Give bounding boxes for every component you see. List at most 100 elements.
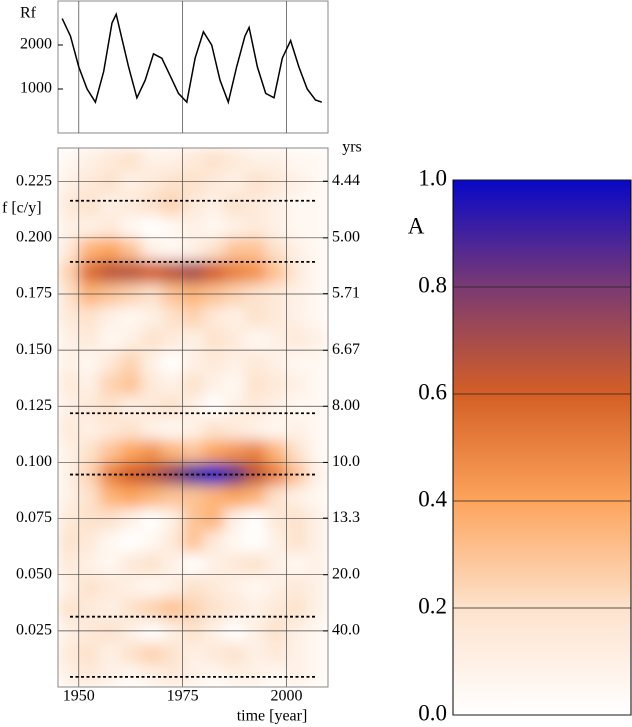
heat-cell [244,305,267,329]
heat-cell [224,215,246,239]
heat-cell [203,597,225,621]
heat-cell [286,417,308,441]
plot-frame [57,147,329,688]
heat-cell [265,417,287,441]
heat-cell [203,148,225,171]
heat-cell [120,260,142,284]
heat-cell [78,484,101,508]
heat-cell [141,350,163,374]
heat-cell [224,484,246,508]
heat-cell [265,484,287,508]
heat-cell [120,350,142,374]
heat-cell [244,237,267,261]
heat-cell [99,417,121,441]
heat-cell [286,372,308,396]
heat-cell [307,597,328,621]
heat-cell [78,529,101,553]
heat-cell [265,642,287,666]
x-tick-label: 1975 [167,688,199,705]
y-tick-label: 0.125 [16,397,52,414]
heat-cell [78,597,101,621]
colorbar [452,179,632,716]
heat-cell [78,439,101,463]
heat-cell [141,597,163,621]
heat-cell [120,552,142,576]
heat-cell [286,305,308,329]
y-tick-label: 0.175 [16,285,52,302]
heat-cell [286,597,308,621]
heat-cell [141,327,163,351]
heat-cell [203,552,225,576]
heat-cell [244,350,267,374]
y2-tick-label: 10.0 [332,453,360,470]
heat-cell [203,192,225,216]
heat-cell [141,215,163,239]
heat-cell [120,417,142,441]
heat-cell [161,305,184,329]
heat-cell [224,372,246,396]
heat-cell [120,192,142,216]
heat-cell [161,552,184,576]
heat-cell [99,305,121,329]
heat-cell [224,192,246,216]
y-tick-label: 0.200 [16,229,52,246]
heat-cell [286,327,308,351]
heat-cell [265,327,287,351]
heat-cell [141,462,163,486]
heat-cell [307,574,328,598]
heat-cell [182,484,204,508]
heat-cell [203,417,225,441]
heat-cell [161,642,184,666]
heat-cell [203,574,225,598]
heat-cell [78,642,101,666]
heat-cell [120,529,142,553]
heat-cell [307,664,328,687]
heat-cell [224,148,246,171]
heat-cell [58,597,80,621]
heat-cell [161,439,184,463]
heat-cell [58,529,80,553]
y2-tick-label: 13.3 [332,509,360,526]
heat-cell [203,484,225,508]
y2-tick-label: 4.44 [332,172,360,189]
heat-cell [99,237,121,261]
heat-cell [265,260,287,284]
heat-cell [161,192,184,216]
heat-cell [141,148,163,171]
heat-cell [58,192,80,216]
heat-cell [265,439,287,463]
heat-cell [203,327,225,351]
heat-cell [307,148,328,171]
y2-tick-label: 5.00 [332,229,360,246]
heat-cell [203,237,225,261]
heat-cell [78,350,101,374]
heat-cell [244,417,267,441]
heat-cell [161,215,184,239]
heat-cell [182,260,204,284]
heat-cell [141,484,163,508]
heat-cell [161,417,184,441]
heat-cell [99,574,121,598]
heat-cell [307,372,328,396]
heat-cell [161,372,184,396]
heat-cell [203,305,225,329]
heat-cell [182,529,204,553]
heat-cell [58,305,80,329]
heat-cell [120,664,142,687]
heat-cell [286,664,308,687]
x-axis-label: time [year] [237,708,308,725]
heat-cell [58,484,80,508]
heat-cell [58,237,80,261]
heat-cell [224,552,246,576]
heat-cell [58,215,80,239]
heat-cell [78,148,101,171]
heat-cell [161,350,184,374]
heat-cell [99,597,121,621]
y-axis-label: Rf [20,5,37,22]
heat-cell [182,192,204,216]
heat-cell [120,305,142,329]
heat-cell [224,439,246,463]
x-tick-label: 1950 [63,688,95,705]
heat-cell [161,462,184,486]
